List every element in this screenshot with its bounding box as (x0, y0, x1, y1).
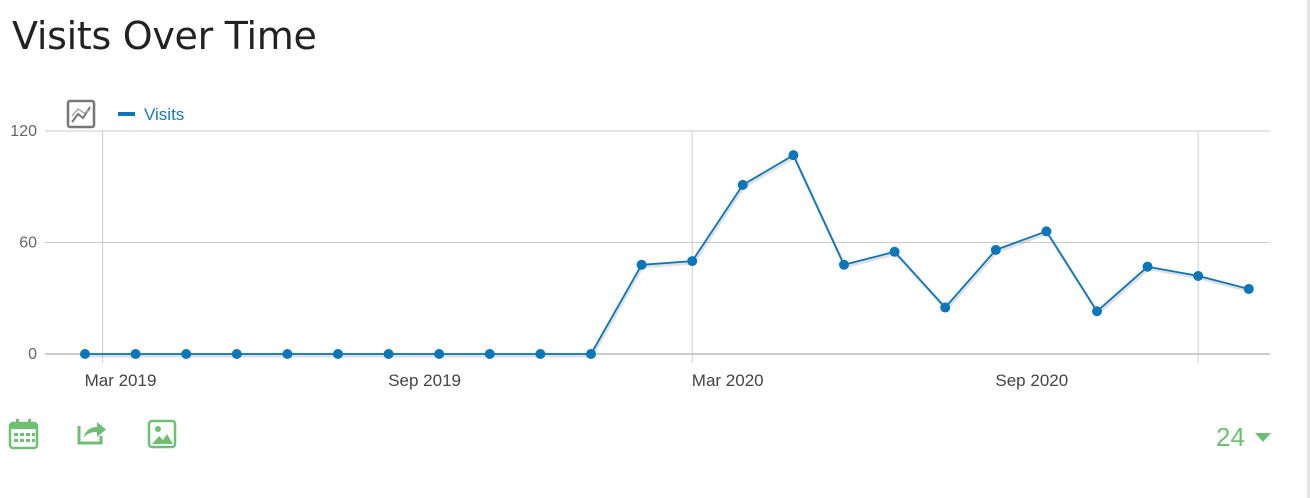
x-tick-label: Mar 2020 (692, 371, 764, 390)
y-tick-label: 120 (10, 123, 37, 140)
data-point-2019-09[interactable] (434, 349, 445, 359)
x-tick-label: Sep 2020 (995, 371, 1068, 390)
x-tick-label: Mar 2019 (85, 371, 157, 390)
chart-legend: Visits (66, 99, 184, 129)
data-point-2019-03[interactable] (130, 349, 141, 359)
data-point-2020-10[interactable] (1092, 306, 1102, 317)
image-icon[interactable] (146, 418, 178, 450)
visits-line-chart: 0 60 120 Mar 2019 Sep 2019 Mar 2020 Sep 2020 V… (10, 99, 1270, 390)
chart-type-toggle-icon[interactable] (66, 99, 96, 129)
data-point-2020-08[interactable] (990, 244, 1001, 255)
series-line-visits (85, 154, 1250, 355)
data-point-2019-12[interactable] (586, 349, 596, 359)
period-limit-selector[interactable]: 24 (1216, 420, 1271, 454)
data-point-2019-06[interactable] (282, 349, 293, 359)
x-tick-label: Sep 2019 (388, 371, 461, 390)
data-point-2020-01[interactable] (636, 259, 647, 270)
data-point-2019-04[interactable] (181, 349, 192, 359)
calendar-icon[interactable] (8, 418, 40, 450)
y-tick-label: 0 (28, 346, 37, 363)
data-point-2019-08[interactable] (383, 349, 394, 359)
data-point-2019-05[interactable] (231, 349, 242, 359)
data-point-2020-05[interactable] (839, 259, 849, 270)
legend-label-visits[interactable]: Visits (144, 105, 184, 124)
data-point-2020-02[interactable] (687, 256, 698, 267)
period-limit-value: 24 (1216, 421, 1245, 452)
series-line-shadow (86, 155, 1251, 358)
data-point-2020-04[interactable] (788, 150, 799, 161)
scrollbar-edge (1307, 0, 1310, 498)
data-point-2019-11[interactable] (535, 349, 546, 359)
data-point-2019-07[interactable] (333, 349, 343, 359)
caret-down-icon (1254, 432, 1271, 442)
export-icon[interactable] (76, 416, 108, 448)
page-title: Visits Over Time (12, 14, 317, 58)
data-point-2021-01[interactable] (1243, 283, 1254, 294)
data-point-2020-09[interactable] (1041, 226, 1052, 237)
y-tick-label: 60 (19, 235, 37, 252)
data-point-2020-07[interactable] (940, 302, 951, 313)
data-point-2020-03[interactable] (737, 179, 748, 190)
data-point-2020-11[interactable] (1142, 261, 1153, 272)
data-point-2019-10[interactable] (484, 349, 495, 359)
data-point-2020-12[interactable] (1193, 270, 1204, 281)
data-point-2020-06[interactable] (889, 246, 900, 257)
data-point-2019-02[interactable] (80, 349, 90, 359)
